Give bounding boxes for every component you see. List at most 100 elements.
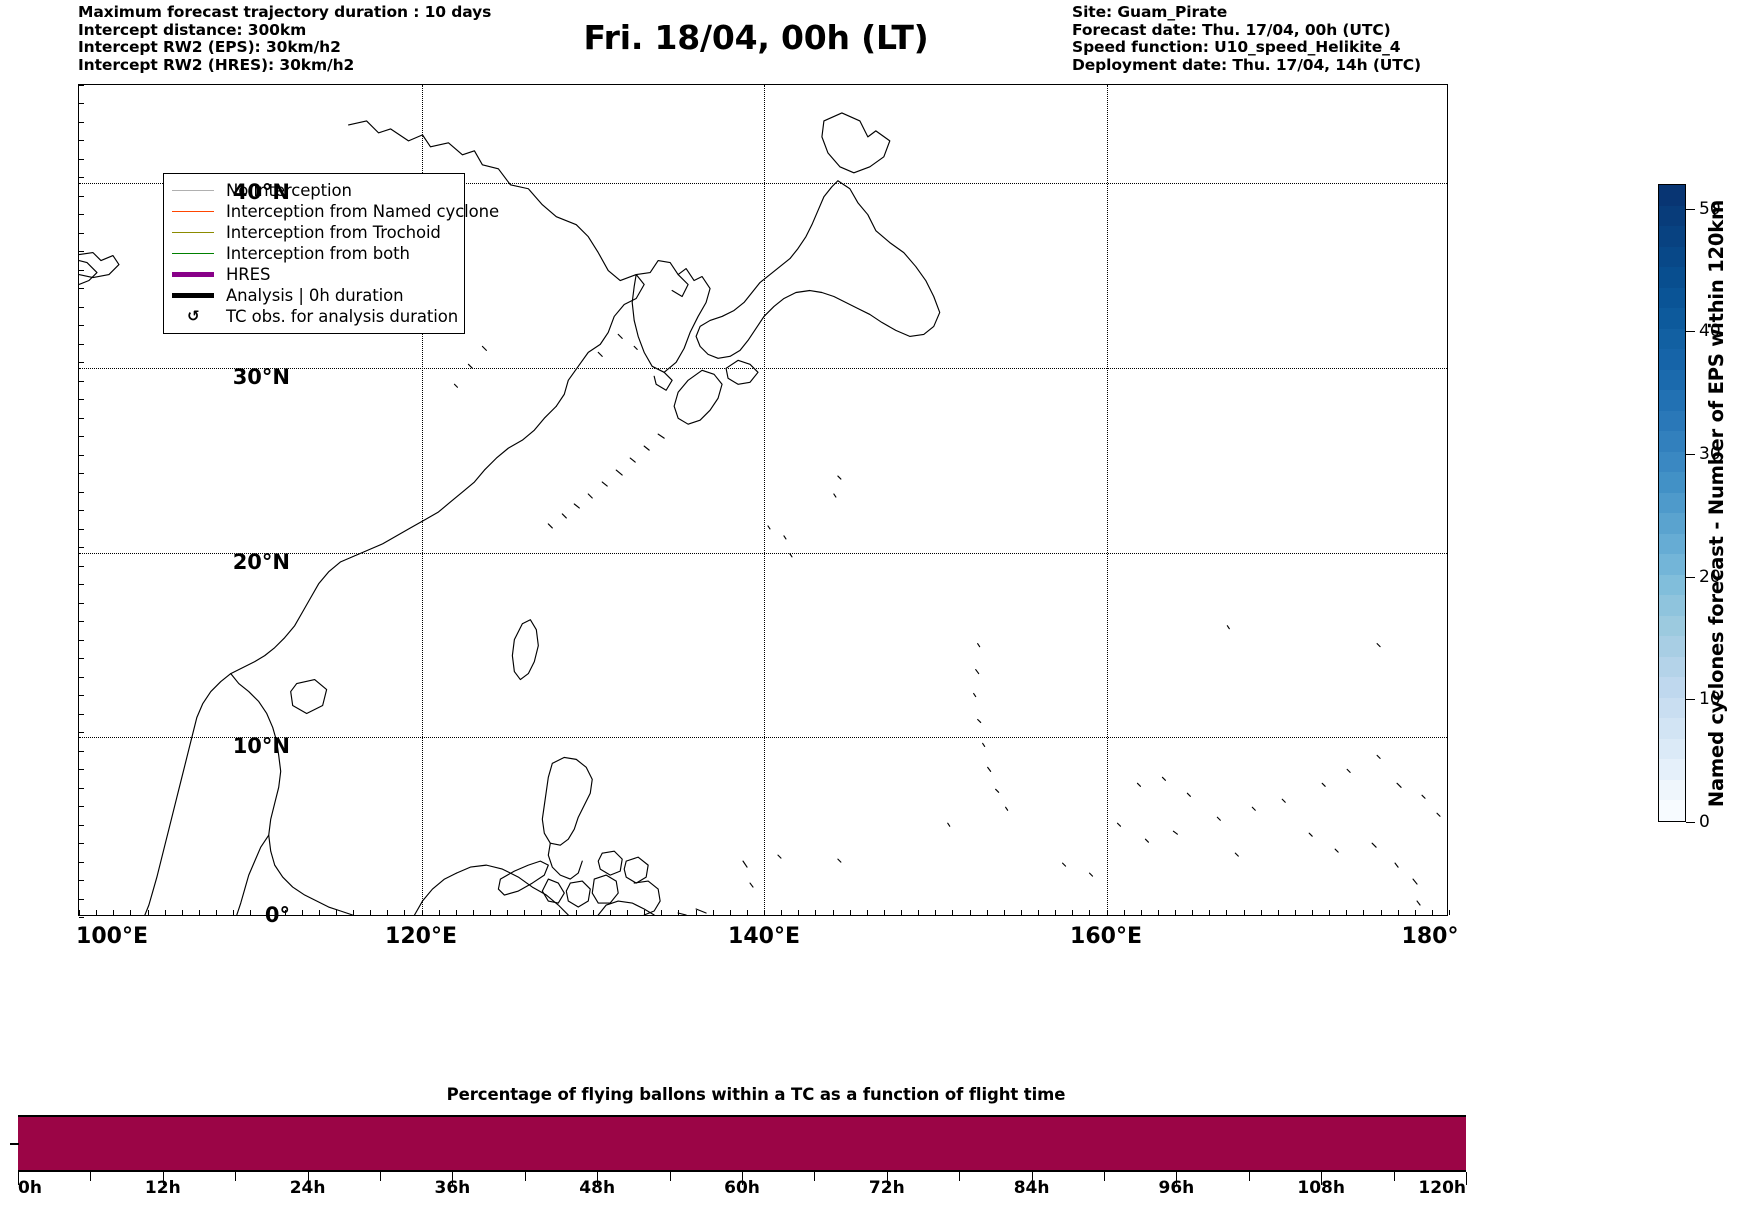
map-minor-tick-x [130, 910, 132, 915]
colorbar-segment [1659, 738, 1685, 760]
bottom-chart-major-tick [162, 1172, 164, 1185]
xtick-label-140E: 140°E [728, 924, 800, 949]
map-minor-tick-x [866, 910, 868, 915]
map-minor-tick-x [969, 910, 971, 915]
legend-item-analysis[interactable]: Analysis | 0h duration [170, 285, 456, 306]
map-minor-tick-y [79, 806, 84, 808]
map-minor-tick-y [79, 713, 84, 715]
colorbar-segment [1659, 410, 1685, 432]
legend-item-label: Interception from Trochoid [226, 223, 441, 242]
xtick-label-100E: 100°E [76, 924, 148, 949]
header-right-line-1: Forecast date: Thu. 17/04, 00h (UTC) [1072, 20, 1391, 39]
map-minor-tick-x [592, 910, 594, 915]
legend-item-trochoid[interactable]: Interception from Trochoid [170, 222, 456, 243]
map-minor-tick-x [695, 910, 697, 915]
map-minor-tick-y [79, 732, 84, 734]
bottom-chart-track [18, 1115, 1466, 1172]
map-minor-tick-x [729, 910, 731, 915]
bottom-chart-minor-tick [90, 1172, 92, 1181]
map-minor-tick-x [421, 910, 423, 915]
legend-line-icon [170, 210, 216, 213]
legend-item-both[interactable]: Interception from both [170, 243, 456, 264]
bottom-chart-area [10, 1115, 1467, 1185]
map-minor-tick-y [79, 510, 84, 512]
colorbar-segment [1659, 636, 1685, 657]
colorbar-segment [1659, 615, 1685, 637]
map-minor-tick-y [79, 528, 84, 530]
map-minor-tick-x [1226, 910, 1228, 915]
map-minor-tick-x [1209, 910, 1211, 915]
legend-item-tc-obs[interactable]: ↻ TC obs. for analysis duration [170, 306, 458, 327]
legend-item-named-cyclone[interactable]: Interception from Named cyclone [170, 201, 499, 222]
map-minor-tick-x [764, 910, 765, 915]
colorbar-gradient [1658, 184, 1686, 822]
map-minor-tick-x [1260, 910, 1262, 915]
colorbar-segment [1659, 349, 1685, 370]
map-legend[interactable]: No Interception Interception from Named … [163, 173, 499, 334]
bottom-chart-major-tick [1176, 1172, 1178, 1185]
ytick-label-10: 10°N [232, 734, 290, 758]
map-minor-tick-x [575, 910, 577, 915]
colorbar-segment [1659, 718, 1685, 739]
map-minor-tick-x [1397, 910, 1399, 915]
colorbar-segment [1659, 677, 1685, 698]
map-minor-tick-x [233, 910, 235, 915]
map-minor-tick-y [79, 473, 84, 475]
colorbar-segment [1659, 779, 1685, 801]
map-minor-tick-x [147, 910, 149, 915]
map-minor-tick-x [524, 910, 526, 915]
gridline-lat-40 [79, 183, 1447, 185]
map-minor-tick-y [79, 917, 84, 918]
map-minor-tick-y [79, 898, 84, 900]
map-minor-tick-y [79, 85, 84, 86]
map-minor-tick-y [79, 195, 84, 197]
header-left-metadata: Maximum forecast trajectory duration : 1… [78, 3, 492, 74]
colorbar-segment [1659, 369, 1685, 391]
legend-item-label: Interception from Named cyclone [226, 202, 500, 221]
colorbar-segment [1659, 185, 1685, 206]
map-minor-tick-x [1072, 910, 1074, 915]
bottom-chart-minor-tick [380, 1172, 381, 1181]
map-minor-tick-y [79, 177, 84, 179]
colorbar-segment [1659, 226, 1685, 247]
colorbar-segment [1659, 246, 1685, 268]
colorbar: 50 40 30 20 10 0 [1658, 184, 1721, 832]
colorbar-segment [1659, 800, 1685, 821]
map-minor-tick-y [79, 676, 84, 678]
colorbar-segment [1659, 595, 1685, 616]
colorbar-segment [1659, 390, 1685, 411]
map-minor-tick-x [1020, 910, 1022, 915]
colorbar-segment [1659, 656, 1685, 678]
map-minor-tick-y [79, 547, 84, 549]
legend-item-label: Interception from both [226, 244, 410, 263]
map-minor-tick-y [79, 103, 84, 105]
bottom-chart-minor-tick [1248, 1172, 1250, 1181]
colorbar-segment [1659, 554, 1685, 575]
colorbar-segment [1659, 451, 1685, 473]
bottom-chart-major-tick [1321, 1172, 1323, 1185]
map-minor-tick-y [79, 288, 84, 290]
map-minor-tick-x [1140, 910, 1142, 915]
bottom-chart-fill [18, 1117, 1466, 1170]
map-minor-tick-x [883, 910, 885, 915]
map-minor-tick-x [918, 910, 920, 915]
bottom-chart-major-tick [307, 1172, 309, 1185]
map-plot-area: No Interception Interception from Named … [78, 84, 1450, 918]
header-right-line-3: Deployment date: Thu. 17/04, 14h (UTC) [1072, 55, 1422, 74]
colorbar-segment [1659, 308, 1685, 329]
header-left-line-0: Maximum forecast trajectory duration : 1… [78, 3, 492, 21]
map-minor-tick-x [661, 910, 663, 915]
map-minor-tick-y [79, 565, 84, 567]
map-minor-tick-y [79, 861, 84, 863]
bottom-chart-minor-tick [959, 1172, 961, 1181]
bottom-chart-minor-tick [1104, 1172, 1105, 1181]
bottom-chart-tick-label: 36h [434, 1178, 471, 1198]
colorbar-segment [1659, 205, 1685, 227]
map-minor-tick-x [986, 910, 988, 915]
map-minor-tick-x [1123, 910, 1125, 915]
legend-item-hres[interactable]: HRES [170, 264, 456, 285]
colorbar-tick-0 [1686, 822, 1695, 823]
xtick-label-180: 180° [1401, 924, 1459, 949]
map-minor-tick-x [284, 910, 286, 915]
legend-item-no-interception[interactable]: No Interception [170, 180, 456, 201]
